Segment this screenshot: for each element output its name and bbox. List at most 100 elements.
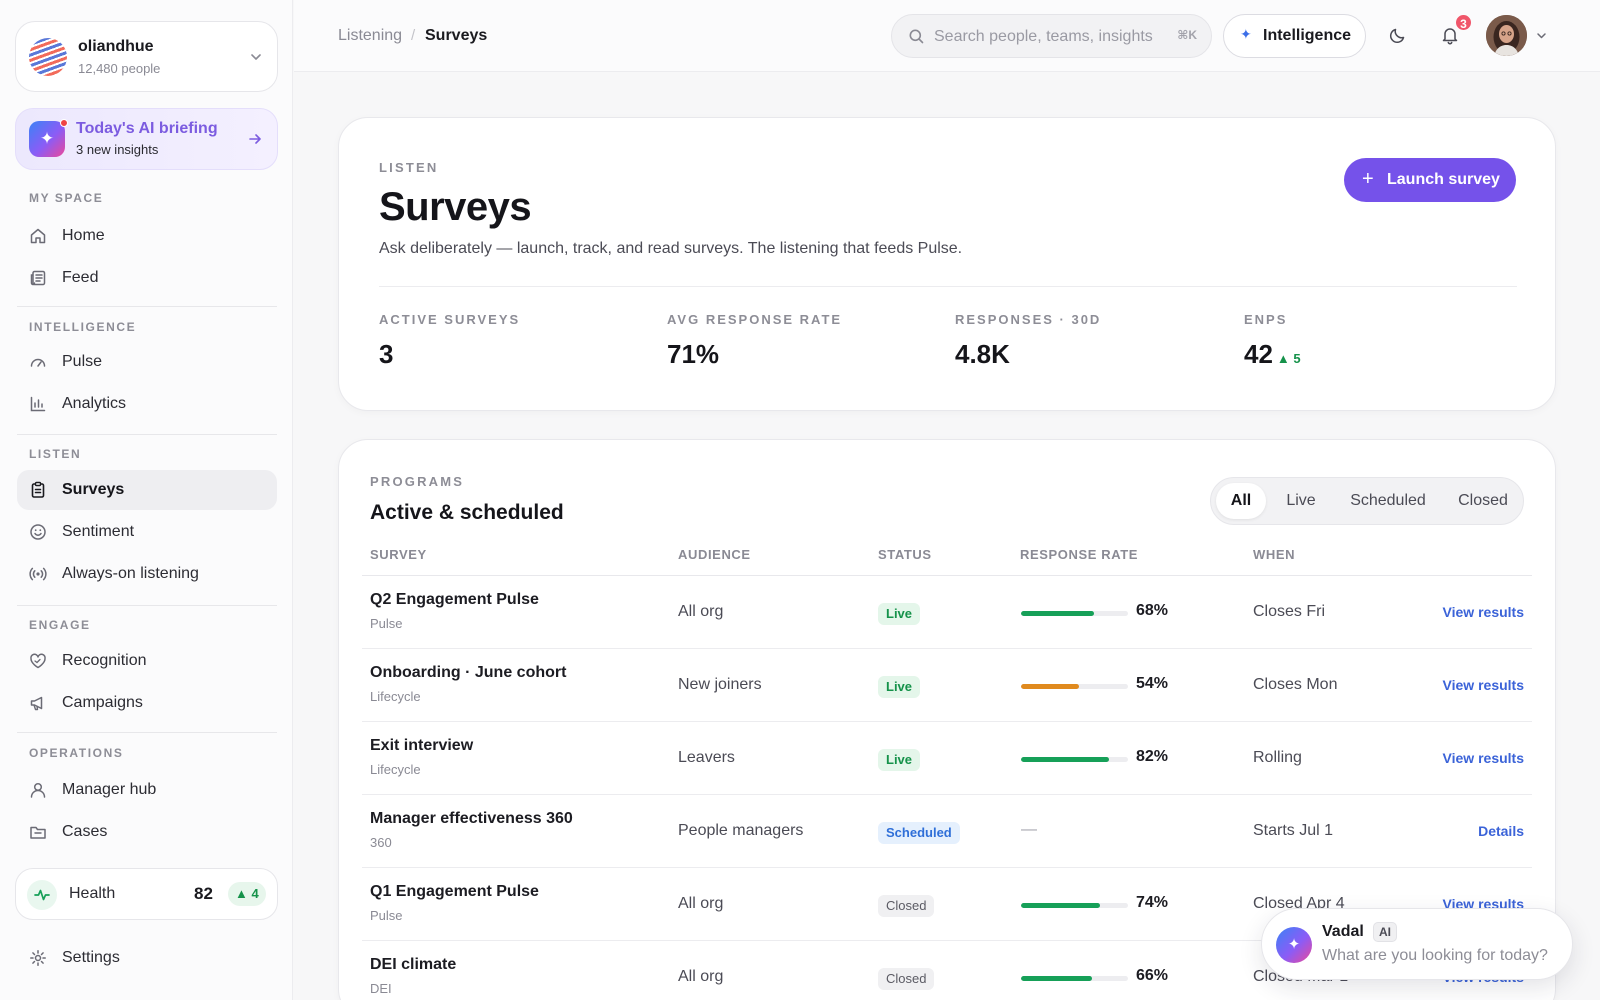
survey-type: DEI: [370, 981, 392, 996]
response-rate-bar: [1021, 903, 1128, 908]
search-icon: [909, 29, 924, 44]
home-icon: [30, 228, 46, 244]
sidebar-item-settings[interactable]: Settings: [17, 938, 277, 978]
response-rate-empty: —: [1021, 821, 1037, 838]
unread-dot: [60, 119, 68, 127]
briefing-title: Today's AI briefing: [76, 120, 218, 137]
arrow-right-icon: [249, 134, 261, 144]
table-row[interactable]: Exit interview Lifecycle Leavers Live 82% Rol…: [362, 722, 1532, 795]
survey-when: Rolling: [1253, 749, 1302, 766]
stat-responses-30d: RESPONSES · 30D 4.8K: [955, 312, 1101, 370]
response-rate-fill: [1021, 684, 1079, 689]
sidebar-item-always-on-listening[interactable]: Always-on listening: [17, 554, 277, 594]
health-score-card[interactable]: Health 82 ▲ 4: [15, 868, 278, 920]
sidebar-item-surveys[interactable]: Surveys: [17, 470, 277, 510]
sidebar-item-analytics[interactable]: Analytics: [17, 384, 277, 424]
sidebar-item-manager-hub[interactable]: Manager hub: [17, 770, 277, 810]
row-action-link[interactable]: View results: [1442, 677, 1524, 693]
survey-name[interactable]: Manager effectiveness 360: [370, 810, 573, 827]
row-action-link[interactable]: View results: [1442, 750, 1524, 766]
response-rate-value: 82%: [1136, 748, 1169, 765]
stat-avg-response-rate: AVG RESPONSE RATE 71%: [667, 312, 842, 370]
ai-briefing-card[interactable]: ✦ Today's AI briefing 3 new insights: [15, 108, 278, 170]
survey-name[interactable]: Q2 Engagement Pulse: [370, 591, 539, 608]
gauge-icon: [30, 358, 46, 367]
table-row[interactable]: Onboarding · June cohort Lifecycle New joi…: [362, 649, 1532, 722]
chevron-down-icon[interactable]: [1535, 29, 1548, 42]
table-row[interactable]: Q2 Engagement Pulse Pulse All org Live 68% Cl…: [362, 576, 1532, 649]
sidebar-item-campaigns[interactable]: Campaigns: [17, 683, 277, 723]
search-box[interactable]: ⌘K: [891, 14, 1212, 58]
launch-survey-button[interactable]: + Launch survey: [1344, 158, 1516, 202]
survey-type: Lifecycle: [370, 689, 421, 704]
survey-type: 360: [370, 835, 392, 850]
intelligence-button[interactable]: ✦ Intelligence: [1223, 14, 1366, 58]
filter-scheduled[interactable]: Scheduled: [1350, 492, 1426, 509]
sidebar-item-label: Cases: [62, 823, 108, 840]
survey-name[interactable]: Q1 Engagement Pulse: [370, 883, 539, 900]
survey-name[interactable]: Onboarding · June cohort: [370, 664, 567, 681]
sidebar-item-label: Sentiment: [62, 523, 135, 540]
plus-icon: +: [1362, 168, 1374, 190]
moon-icon[interactable]: [1388, 25, 1408, 45]
assistant-name: Vadal: [1322, 923, 1364, 940]
divider: [17, 605, 277, 606]
search-shortcut: ⌘K: [1177, 28, 1197, 42]
sparkle-icon: ✦: [29, 121, 65, 157]
sidebar-item-feed[interactable]: Feed: [17, 258, 277, 298]
ai-tag: AI: [1373, 922, 1397, 942]
assistant-launcher[interactable]: ✦ Vadal AI What are you looking for toda…: [1261, 908, 1573, 980]
sparkle-icon: ✦: [1240, 26, 1252, 42]
page-eyebrow: LISTEN: [379, 160, 439, 175]
row-action-link[interactable]: Details: [1478, 823, 1524, 839]
survey-audience: All org: [678, 968, 724, 985]
breadcrumb-parent[interactable]: Listening: [338, 27, 403, 44]
org-people-count: 12,480 people: [78, 61, 161, 76]
survey-when: Closes Fri: [1253, 603, 1326, 620]
bell-icon[interactable]: [1440, 25, 1460, 45]
bar-chart-icon: [30, 396, 46, 412]
launch-survey-label: Launch survey: [1387, 171, 1500, 188]
org-logo: [29, 38, 67, 76]
stat-label: ACTIVE SURVEYS: [379, 312, 521, 327]
megaphone-icon: [30, 696, 43, 711]
survey-audience: People managers: [678, 822, 804, 839]
survey-audience: All org: [678, 603, 724, 620]
sidebar-item-cases[interactable]: Cases: [17, 812, 277, 852]
filter-closed[interactable]: Closed: [1458, 492, 1508, 509]
survey-name[interactable]: DEI climate: [370, 956, 457, 973]
search-input[interactable]: [934, 25, 1164, 49]
broadcast-icon: [29, 567, 47, 581]
stat-value: 4.8K: [955, 339, 1010, 369]
sidebar-item-label: Feed: [62, 269, 99, 286]
avatar[interactable]: [1486, 15, 1527, 56]
sidebar-item-sentiment[interactable]: Sentiment: [17, 512, 277, 552]
stat-label: ENPS: [1244, 312, 1288, 327]
status-badge: Live: [878, 603, 921, 625]
filter-all[interactable]: All: [1216, 483, 1266, 519]
stat-label: AVG RESPONSE RATE: [667, 312, 843, 327]
stat-label: RESPONSES · 30D: [955, 312, 1102, 327]
survey-name[interactable]: Exit interview: [370, 737, 474, 754]
sidebar-item-recognition[interactable]: Recognition: [17, 641, 277, 681]
survey-when: Starts Jul 1: [1253, 822, 1334, 839]
table-row[interactable]: Q1 Engagement Pulse Pulse All org Closed 74%…: [362, 868, 1532, 941]
table-row[interactable]: Manager effectiveness 360 360 People manag…: [362, 795, 1532, 868]
sidebar-item-label: Campaigns: [62, 694, 143, 711]
sidebar-item-pulse[interactable]: Pulse: [17, 342, 277, 382]
response-rate-bar: [1021, 976, 1128, 981]
stat-enps: ENPS 42 ▲ 5: [1244, 312, 1301, 370]
section-label-operations: OPERATIONS: [29, 746, 124, 760]
status-badge: Live: [878, 676, 921, 698]
survey-type: Lifecycle: [370, 762, 421, 777]
response-rate-value: 68%: [1136, 602, 1169, 619]
breadcrumb-current: Surveys: [425, 27, 488, 44]
activity-icon: [27, 880, 57, 910]
filter-live[interactable]: Live: [1286, 492, 1316, 509]
row-action-link[interactable]: View results: [1442, 604, 1524, 620]
notification-badge: 3: [1454, 13, 1473, 32]
stat-value: 3: [379, 339, 394, 369]
org-switcher[interactable]: oliandhue 12,480 people: [15, 21, 278, 92]
sidebar-item-home[interactable]: Home: [17, 216, 277, 256]
clipboard-icon: [31, 481, 45, 498]
